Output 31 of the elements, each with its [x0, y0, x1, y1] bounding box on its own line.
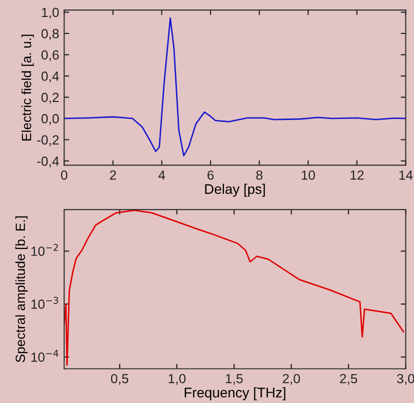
y-tick-label: 0,6 [41, 50, 59, 62]
line-series [64, 17, 406, 156]
y-tick-label: 0,8 [41, 29, 59, 40]
x-tick-label: 6 [208, 170, 214, 180]
x-tick-label: 2 [110, 170, 116, 180]
x-tick-label: 2,5 [340, 374, 358, 385]
x-tick-label: 10 [302, 170, 315, 180]
y-axis-title: Spectral amplitude [b. E.] [15, 216, 28, 362]
y-tick-label: 10$^{−3}$ [31, 296, 58, 309]
x-tick-label: 2,0 [282, 374, 300, 385]
x-tick-label: 1,5 [226, 374, 243, 385]
x-tick-label: 12 [350, 170, 364, 180]
y-tick-label: 0,4 [41, 72, 59, 82]
y-tick-label: 1,0 [42, 8, 59, 19]
x-tick-label: 4 [158, 170, 166, 180]
x-tick-label: 0 [61, 170, 68, 180]
x-axis-title: Frequency [THz] [184, 387, 286, 400]
x-tick-label: 1,0 [168, 374, 186, 385]
x-tick-label: 0,5 [111, 374, 128, 385]
x-tick-label: 14 [399, 170, 413, 180]
x-tick-label: 8 [256, 170, 262, 180]
y-tick-label: 10$^{−2}$ [31, 244, 58, 256]
y-tick-label: -0,2 [37, 135, 59, 146]
y-tick-label: 10$^{−4}$ [31, 350, 58, 362]
y-tick-label: -0,4 [37, 156, 59, 168]
line-series [64, 210, 404, 366]
y-axis-title: Electric field [a. u.] [22, 34, 34, 140]
x-axis-title: Delay [ps] [205, 184, 265, 197]
y-tick-label: 0,0 [41, 114, 59, 125]
x-tick-label: 3,0 [397, 374, 414, 385]
y-tick-label: 0,2 [41, 92, 59, 104]
